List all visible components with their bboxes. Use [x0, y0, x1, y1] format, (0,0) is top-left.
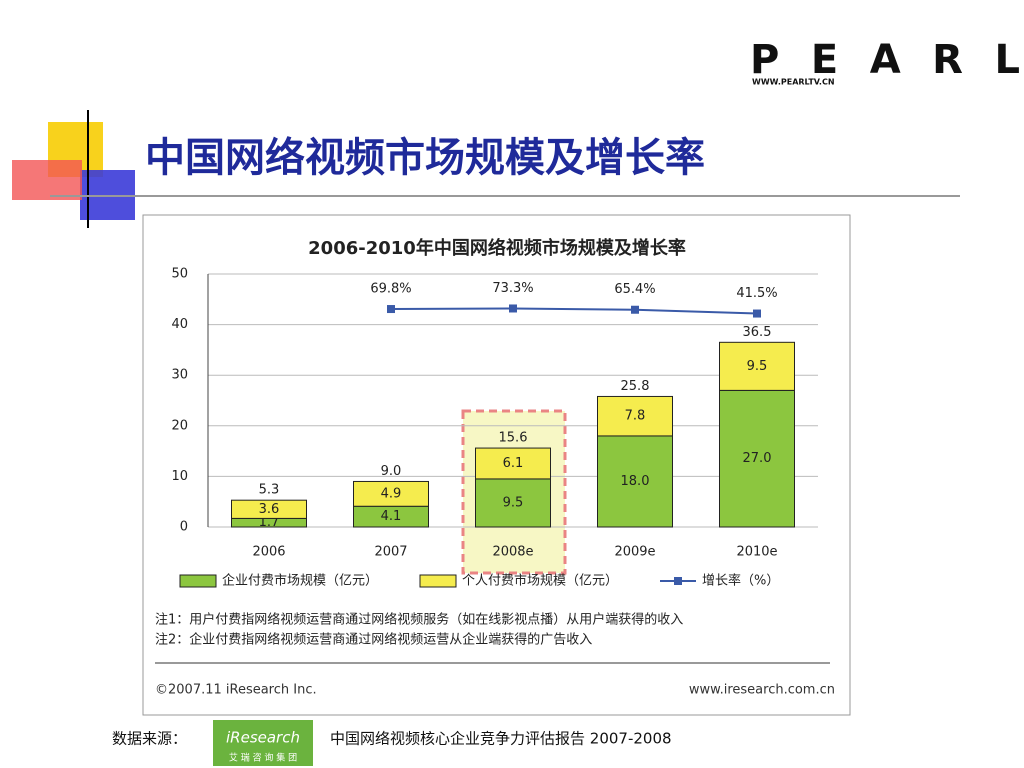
data-label: 6.1 — [503, 456, 524, 471]
source-logo-box — [213, 720, 313, 766]
data-label: 73.3% — [492, 281, 533, 296]
x-tick-label: 2009e — [614, 545, 655, 560]
legend-label: 企业付费市场规模（亿元） — [222, 573, 378, 589]
data-label: 9.5 — [747, 359, 768, 374]
bar-segment — [597, 435, 673, 528]
legend-swatch — [179, 574, 217, 588]
data-label: 69.8% — [370, 282, 411, 297]
x-tick-label: 2010e — [736, 545, 777, 560]
bar-segment — [231, 499, 307, 519]
line-marker — [631, 305, 639, 314]
legend-label: 个人付费市场规模（亿元） — [462, 573, 618, 589]
bar-segment — [475, 447, 551, 480]
legend-label: 增长率（%） — [702, 573, 779, 589]
total-label: 9.0 — [381, 464, 402, 479]
data-label: 1.7 — [259, 515, 280, 530]
note: 注2：企业付费指网络视频运营商通过网络视频运营从企业端获得的广告收入 — [155, 632, 592, 648]
source-text: 中国网络视频核心企业竞争力评估报告 2007-2008 — [330, 730, 672, 748]
slide-title: 中国网络视频市场规模及增长率 — [145, 135, 705, 181]
data-label: 4.9 — [381, 486, 402, 501]
legend-swatch — [419, 574, 457, 588]
data-label: 7.8 — [625, 409, 646, 424]
data-label: 41.5% — [736, 286, 777, 301]
data-label: 3.6 — [259, 502, 280, 517]
x-tick-label: 2008e — [492, 545, 533, 560]
y-tick-label: 20 — [171, 418, 188, 433]
growth-line — [390, 307, 758, 315]
y-tick-label: 40 — [171, 317, 188, 332]
total-label: 15.6 — [499, 431, 528, 446]
x-tick-label: 2007 — [374, 545, 407, 560]
data-label: 27.0 — [743, 451, 772, 466]
y-tick-label: 0 — [180, 520, 188, 535]
copyright: ©2007.11 iResearch Inc. — [155, 683, 317, 698]
y-tick-label: 50 — [171, 267, 188, 282]
chart-title: 2006-2010年中国网络视频市场规模及增长率 — [308, 237, 686, 259]
legend-swatch — [674, 577, 682, 585]
line-marker — [753, 309, 761, 318]
source-logo-sub: 艾 瑞 咨 询 集 团 — [229, 752, 297, 764]
data-label: 9.5 — [503, 495, 524, 510]
total-label: 5.3 — [259, 483, 280, 498]
bar-segment — [719, 341, 795, 391]
bar-segment — [475, 478, 551, 528]
url: www.iresearch.com.cn — [689, 683, 835, 698]
source-label: 数据来源： — [112, 730, 187, 748]
note: 注1：用户付费指网络视频运营商通过网络视频服务（如在线影视点播）从用户端获得的收… — [155, 612, 683, 628]
x-tick-label: 2006 — [252, 545, 285, 560]
data-label: 65.4% — [614, 282, 655, 297]
total-label: 36.5 — [743, 325, 772, 340]
data-label: 18.0 — [621, 474, 650, 489]
source-logo: iResearch — [226, 729, 300, 747]
bar-segment — [353, 480, 429, 507]
decoration — [12, 110, 960, 228]
y-tick-label: 10 — [171, 469, 188, 484]
total-label: 25.8 — [621, 379, 650, 394]
bar-segment — [597, 395, 673, 437]
y-tick-label: 30 — [171, 368, 188, 383]
logo-url: WWW.PEARLTV.CN — [752, 78, 835, 87]
line-marker — [387, 305, 395, 314]
data-label: 4.1 — [381, 509, 402, 524]
line-marker — [509, 304, 517, 313]
